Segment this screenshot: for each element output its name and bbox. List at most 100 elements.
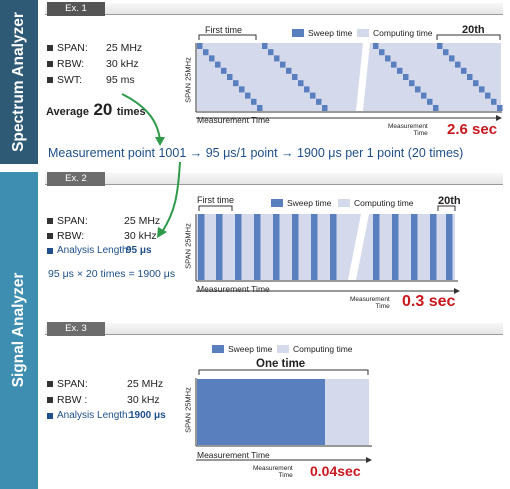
ex1-measurement-time: Measurement Time: [388, 123, 428, 137]
legend-computing-swatch: [357, 29, 369, 37]
ex2-span-value: 25 MHz: [124, 215, 161, 227]
ex2-tab: Ex. 2: [47, 172, 105, 186]
ex1-sweep-step: [262, 43, 268, 49]
ex1-sweep-step: [310, 92, 316, 99]
green-arrow-top-head: [155, 137, 165, 146]
ex2-sweep-bar: [411, 214, 418, 280]
ex1-last-bracket: [436, 34, 501, 40]
ex1-sweep-step: [443, 49, 449, 56]
ex1-average: Average 20 times: [46, 100, 146, 120]
ex1-sweep-step: [433, 105, 439, 111]
ex2-rbw-value: 30 kHz: [124, 230, 157, 242]
ex3-rbw-label: RBW :: [57, 394, 88, 406]
ex1-sweep-step: [245, 92, 251, 99]
ex1-legend-sweep: Sweep time: [308, 28, 353, 38]
ex2-last-time: 20th: [438, 195, 461, 207]
ex2-last-bracket: [437, 205, 456, 211]
legend-sweep-swatch: [292, 29, 304, 37]
bullet-icon: [47, 77, 53, 83]
green-arrow-top: [121, 93, 161, 141]
ex1-sweep-step: [274, 55, 280, 62]
ex1-sweep-step: [491, 98, 497, 105]
legend-computing-swatch: [338, 199, 350, 207]
ex2-sweep-bar: [392, 214, 399, 280]
ex1-sweep-step: [304, 86, 310, 93]
bullet-icon: [47, 233, 53, 239]
ex1-legend-computing: Computing time: [373, 28, 433, 38]
bullet-icon: [47, 413, 53, 419]
ex2-length-value: 95 μs: [126, 245, 152, 256]
ex3-length-label: Analysis Length:: [57, 410, 131, 421]
ex2-sweep-bar: [198, 214, 205, 280]
ex1-sweep-step: [280, 61, 286, 68]
ex2-measurement-time: Measurement Time: [350, 296, 390, 310]
legend-sweep-swatch: [271, 199, 283, 207]
signal-analyzer-band: [0, 172, 38, 489]
legend-computing-swatch: [277, 345, 289, 353]
average-count: 20: [93, 100, 113, 119]
ex1-sweep-step: [461, 67, 467, 74]
ex1-sweep-step: [403, 74, 409, 80]
bullet-icon: [47, 397, 53, 403]
ex1-mtime-arrowhead: [496, 115, 502, 121]
ex1-sweep-step: [473, 80, 479, 87]
mtime-line2: Time: [413, 130, 428, 137]
ex1-sweep-step: [316, 98, 322, 105]
spectrum-analyzer-band: [0, 0, 38, 164]
ex1-computing-area: [197, 43, 501, 111]
ex1-sweep-step: [379, 49, 385, 56]
ex3-span-value: 25 MHz: [127, 378, 164, 390]
mtime-line2: Time: [278, 472, 293, 479]
ex1-sweep-step: [233, 80, 239, 87]
ex1-swt-label: SWT:: [57, 74, 83, 86]
ex2-sweep-bar: [330, 214, 337, 280]
ex3-one-time-bracket: [198, 369, 369, 375]
ex2-result: 0.3 sec: [402, 293, 456, 310]
ex1-sweep-step: [391, 61, 397, 68]
ex1-first-time: First time: [205, 25, 242, 35]
ex1-sweep-step: [421, 92, 427, 99]
ex2-length-label: Analysis Length:: [57, 245, 131, 256]
ex2-break-gap: [348, 214, 369, 280]
ex1-sweep-step: [268, 49, 274, 56]
ex3-length-value: 1900 μs: [129, 410, 166, 421]
ex1-sweep-step: [497, 105, 503, 111]
green-arrow-bottom: [161, 161, 181, 233]
bullet-icon: [47, 381, 53, 387]
ex1-sweep-step: [409, 80, 415, 87]
ex2-span-label: SPAN:: [57, 215, 88, 227]
bullet-icon: [47, 61, 53, 67]
ex2-mtime-arrowhead: [454, 288, 460, 294]
formula-text: Measurement point 1001 → 95 μs/1 point →…: [48, 146, 464, 160]
ex3-legend-computing: Computing time: [293, 344, 353, 354]
bullet-icon: [47, 45, 53, 51]
ex2-legend-sweep: Sweep time: [287, 198, 332, 208]
ex2-sweep-bar: [292, 214, 299, 280]
ex1-sweep-step: [385, 55, 391, 62]
ex1-sweep-step: [455, 61, 461, 68]
ex1-swt-value: 95 ms: [106, 74, 135, 86]
ex1-span-value: 25 MHz: [106, 42, 143, 54]
ex1-rbw-label: RBW:: [57, 58, 85, 70]
ex1-span-label: SPAN:: [57, 42, 88, 54]
ex1-sweep-step: [215, 61, 221, 68]
bullet-icon: [47, 218, 53, 224]
ex1-sweep-step: [479, 86, 485, 93]
ex3-mtime-arrowhead: [366, 457, 372, 463]
ex3-sweep-block: [197, 379, 325, 445]
ex1-sweep-step: [449, 55, 455, 62]
ex1-sweep-step: [298, 80, 304, 87]
ex1-last-time: 20th: [462, 24, 485, 36]
ex3-rbw-value: 30 kHz: [127, 394, 160, 406]
ex3-legend-sweep: Sweep time: [228, 344, 273, 354]
ex1-sweep-step: [292, 74, 298, 80]
ex2-legend-computing: Computing time: [354, 198, 414, 208]
ex1-sweep-step: [251, 98, 257, 105]
ex1-tab: Ex. 1: [47, 2, 105, 16]
ex1-sweep-step: [427, 98, 433, 105]
ex2-sweep-bar: [430, 214, 437, 280]
ex1-break-gap: [356, 43, 370, 111]
ex2-sweep-bar: [216, 214, 223, 280]
mtime-line1: Measurement: [253, 465, 293, 472]
